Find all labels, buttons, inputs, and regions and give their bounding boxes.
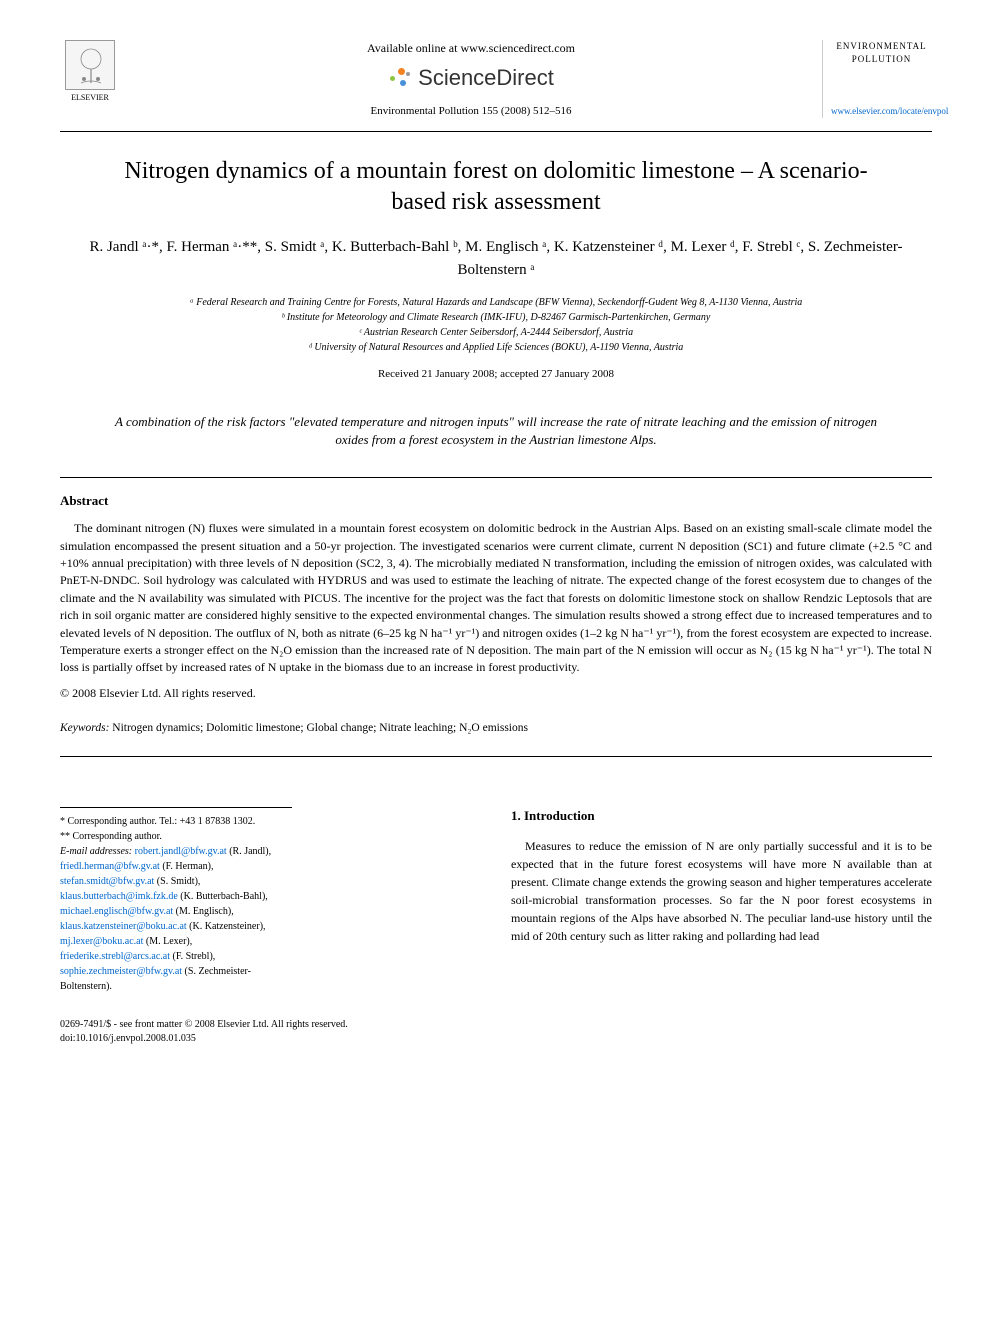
affiliations: ᵃ Federal Research and Training Centre f…	[60, 295, 932, 355]
email-author-name: (K. Katzensteiner),	[187, 921, 266, 932]
right-column: 1. Introduction Measures to reduce the e…	[511, 807, 932, 1046]
sciencedirect-logo: ScienceDirect	[140, 63, 802, 94]
keywords-bottom-rule	[60, 756, 932, 757]
email-link[interactable]: stefan.smidt@bfw.gv.at	[60, 876, 154, 887]
highlight-statement: A combination of the risk factors "eleva…	[100, 413, 892, 449]
email-label: E-mail addresses:	[60, 846, 132, 857]
email-author-name: (F. Herman),	[160, 861, 214, 872]
article-title: Nitrogen dynamics of a mountain forest o…	[100, 156, 892, 218]
affiliation-d: ᵈ University of Natural Resources and Ap…	[60, 340, 932, 355]
journal-name: ENVIRONMENTAL POLLUTION	[831, 40, 932, 65]
corresponding-2: ** Corresponding author.	[60, 829, 292, 844]
email-link[interactable]: klaus.katzensteiner@boku.ac.at	[60, 921, 187, 932]
footer-info: 0269-7491/$ - see front matter © 2008 El…	[60, 1018, 481, 1046]
two-column-region: * Corresponding author. Tel.: +43 1 8783…	[60, 807, 932, 1046]
abstract-top-rule	[60, 477, 932, 478]
article-dates: Received 21 January 2008; accepted 27 Ja…	[60, 367, 932, 382]
introduction-heading: 1. Introduction	[511, 807, 932, 825]
journal-link[interactable]: www.elsevier.com/locate/envpol	[831, 106, 948, 116]
abstract-body: The dominant nitrogen (N) fluxes were si…	[60, 520, 932, 677]
email-author-name: (F. Strebl),	[170, 951, 215, 962]
keywords-values: Nitrogen dynamics; Dolomitic limestone; …	[112, 722, 528, 734]
email-link[interactable]: sophie.zechmeister@bfw.gv.at	[60, 966, 182, 977]
email-link[interactable]: klaus.butterbach@imk.fzk.de	[60, 891, 178, 902]
email-link[interactable]: robert.jandl@bfw.gv.at	[135, 846, 227, 857]
keywords-label: Keywords:	[60, 722, 109, 734]
email-author-name: (M. Englisch),	[173, 906, 234, 917]
footnotes-block: * Corresponding author. Tel.: +43 1 8783…	[60, 807, 292, 994]
introduction-body: Measures to reduce the emission of N are…	[511, 837, 932, 945]
corresponding-1: * Corresponding author. Tel.: +43 1 8783…	[60, 814, 292, 829]
abstract-copyright: © 2008 Elsevier Ltd. All rights reserved…	[60, 685, 932, 702]
email-addresses: E-mail addresses: robert.jandl@bfw.gv.at…	[60, 844, 292, 994]
keywords-line: Keywords: Nitrogen dynamics; Dolomitic l…	[60, 720, 932, 736]
sciencedirect-dots-icon	[388, 66, 412, 90]
journal-box: ENVIRONMENTAL POLLUTION www.elsevier.com…	[822, 40, 932, 118]
email-author-name: (R. Jandl),	[227, 846, 271, 857]
elsevier-logo: ELSEVIER	[60, 40, 120, 110]
doi-line: doi:10.1016/j.envpol.2008.01.035	[60, 1032, 481, 1046]
email-author-name: (S. Smidt),	[154, 876, 200, 887]
affiliation-a: ᵃ Federal Research and Training Centre f…	[60, 295, 932, 310]
email-link[interactable]: mj.lexer@boku.ac.at	[60, 936, 143, 947]
authors-list: R. Jandl ᵃ·*, F. Herman ᵃ·**, S. Smidt ᵃ…	[60, 236, 932, 281]
affiliation-c: ᶜ Austrian Research Center Seibersdorf, …	[60, 325, 932, 340]
elsevier-tree-icon	[65, 40, 115, 90]
center-header: Available online at www.sciencedirect.co…	[120, 40, 822, 123]
publisher-name: ELSEVIER	[71, 92, 109, 103]
affiliation-b: ᵇ Institute for Meteorology and Climate …	[60, 310, 932, 325]
available-online-text: Available online at www.sciencedirect.co…	[140, 40, 802, 57]
email-list: robert.jandl@bfw.gv.at (R. Jandl), fried…	[60, 846, 271, 992]
header-rule	[60, 131, 932, 132]
left-column: * Corresponding author. Tel.: +43 1 8783…	[60, 807, 481, 1046]
email-author-name: (K. Butterbach-Bahl),	[178, 891, 268, 902]
email-link[interactable]: michael.englisch@bfw.gv.at	[60, 906, 173, 917]
abstract-heading: Abstract	[60, 492, 932, 510]
email-link[interactable]: friederike.strebl@arcs.ac.at	[60, 951, 170, 962]
email-author-name: (M. Lexer),	[143, 936, 192, 947]
email-link[interactable]: friedl.herman@bfw.gv.at	[60, 861, 160, 872]
issn-line: 0269-7491/$ - see front matter © 2008 El…	[60, 1018, 481, 1032]
citation-line: Environmental Pollution 155 (2008) 512–5…	[140, 104, 802, 119]
header-row: ELSEVIER Available online at www.science…	[60, 40, 932, 123]
sciencedirect-text: ScienceDirect	[418, 63, 554, 94]
